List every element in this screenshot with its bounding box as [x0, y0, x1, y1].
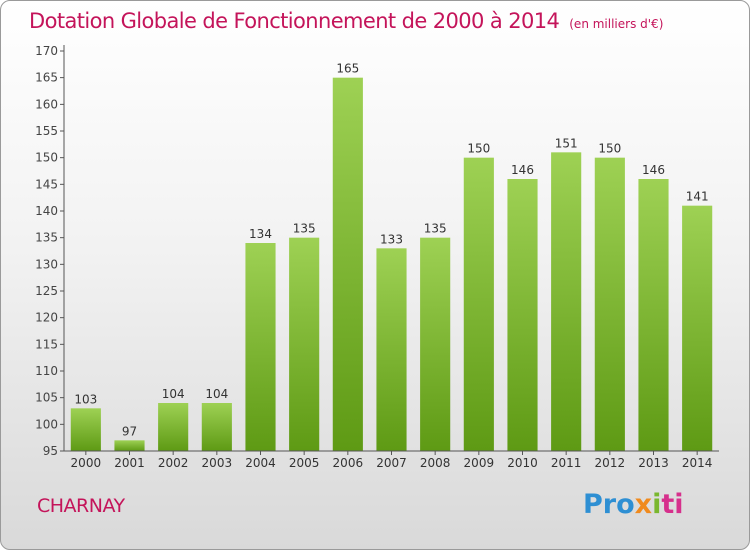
x-tick-label: 2000 [71, 456, 102, 470]
bar-value-label: 133 [380, 232, 403, 246]
bar [201, 403, 232, 451]
bar-value-label: 165 [336, 62, 359, 76]
proxiti-logo: Proxiti [583, 489, 684, 520]
bar-value-label: 103 [74, 392, 97, 406]
x-tick-label: 2003 [202, 456, 233, 470]
bar [332, 77, 363, 452]
y-tick-label: 95 [43, 444, 58, 458]
bar-value-label: 97 [122, 424, 137, 438]
logo-part-1: Pro [583, 489, 635, 520]
y-tick-label: 145 [35, 177, 58, 191]
bar [507, 179, 538, 451]
y-tick-label: 130 [35, 257, 58, 271]
bar [638, 179, 669, 451]
bar [420, 237, 451, 451]
x-tick-label: 2005 [289, 456, 320, 470]
bar-value-label: 150 [467, 142, 490, 156]
x-tick-label: 2014 [682, 456, 713, 470]
y-tick-label: 170 [35, 44, 58, 58]
y-tick-label: 150 [35, 151, 58, 165]
bar [594, 157, 625, 451]
commune-name: CHARNAY [37, 495, 125, 517]
bar [245, 243, 276, 451]
bar-value-label: 146 [642, 163, 665, 177]
chart-title: Dotation Globale de Fonctionnement de 20… [29, 9, 663, 33]
logo-part-2: x [634, 489, 653, 520]
bar-value-label: 104 [205, 387, 228, 401]
x-tick-label: 2012 [595, 456, 626, 470]
bar-value-label: 135 [424, 222, 447, 236]
bars-group: 103 97 104 104 134 135 165 133 135 150 146 151 150 14… [70, 62, 713, 452]
y-tick-label: 105 [35, 391, 58, 405]
bar [376, 248, 407, 451]
bar [463, 157, 494, 451]
y-tick-label: 100 [35, 417, 58, 431]
bar-value-label: 150 [598, 142, 621, 156]
x-tick-label: 2008 [420, 456, 451, 470]
bar [289, 237, 320, 451]
y-tick-label: 160 [35, 97, 58, 111]
x-tick-label: 2007 [376, 456, 407, 470]
bar [70, 408, 101, 451]
chart-title-text: Dotation Globale de Fonctionnement de 20… [29, 9, 560, 33]
x-tick-label: 2011 [551, 456, 582, 470]
bar [682, 205, 713, 451]
bar-value-label: 135 [293, 222, 316, 236]
x-tick-label: 2010 [507, 456, 538, 470]
y-tick-label: 155 [35, 124, 58, 138]
y-tick-label: 125 [35, 284, 58, 298]
y-tick-label: 165 [35, 71, 58, 85]
x-tick-label: 2001 [114, 456, 145, 470]
bar-value-label: 104 [162, 387, 185, 401]
bar-value-label: 141 [686, 190, 709, 204]
bar [114, 440, 145, 451]
bar-value-label: 146 [511, 163, 534, 177]
y-tick-label: 120 [35, 311, 58, 325]
logo-part-4: ti [661, 489, 684, 520]
bar [551, 152, 582, 452]
y-tick-label: 135 [35, 231, 58, 245]
x-tick-label: 2004 [245, 456, 276, 470]
x-tick-label: 2006 [333, 456, 364, 470]
y-axis: 95 100 105 110 115 120 125 130 135 140 145 150 155 16… [35, 44, 65, 458]
y-tick-label: 110 [35, 364, 58, 378]
x-tick-label: 2009 [464, 456, 495, 470]
x-tick-label: 2002 [158, 456, 189, 470]
x-tick-label: 2013 [638, 456, 669, 470]
logo-part-3: i [652, 489, 662, 520]
y-tick-label: 115 [35, 337, 58, 351]
bar-value-label: 134 [249, 227, 272, 241]
x-axis: 2000 2001 2002 2003 2004 2005 2006 2007 2008 2009… [64, 450, 719, 470]
unit-label: (en milliers d'€) [569, 17, 664, 31]
y-tick-label: 140 [35, 204, 58, 218]
bar [158, 403, 189, 451]
bar-value-label: 151 [555, 136, 578, 150]
